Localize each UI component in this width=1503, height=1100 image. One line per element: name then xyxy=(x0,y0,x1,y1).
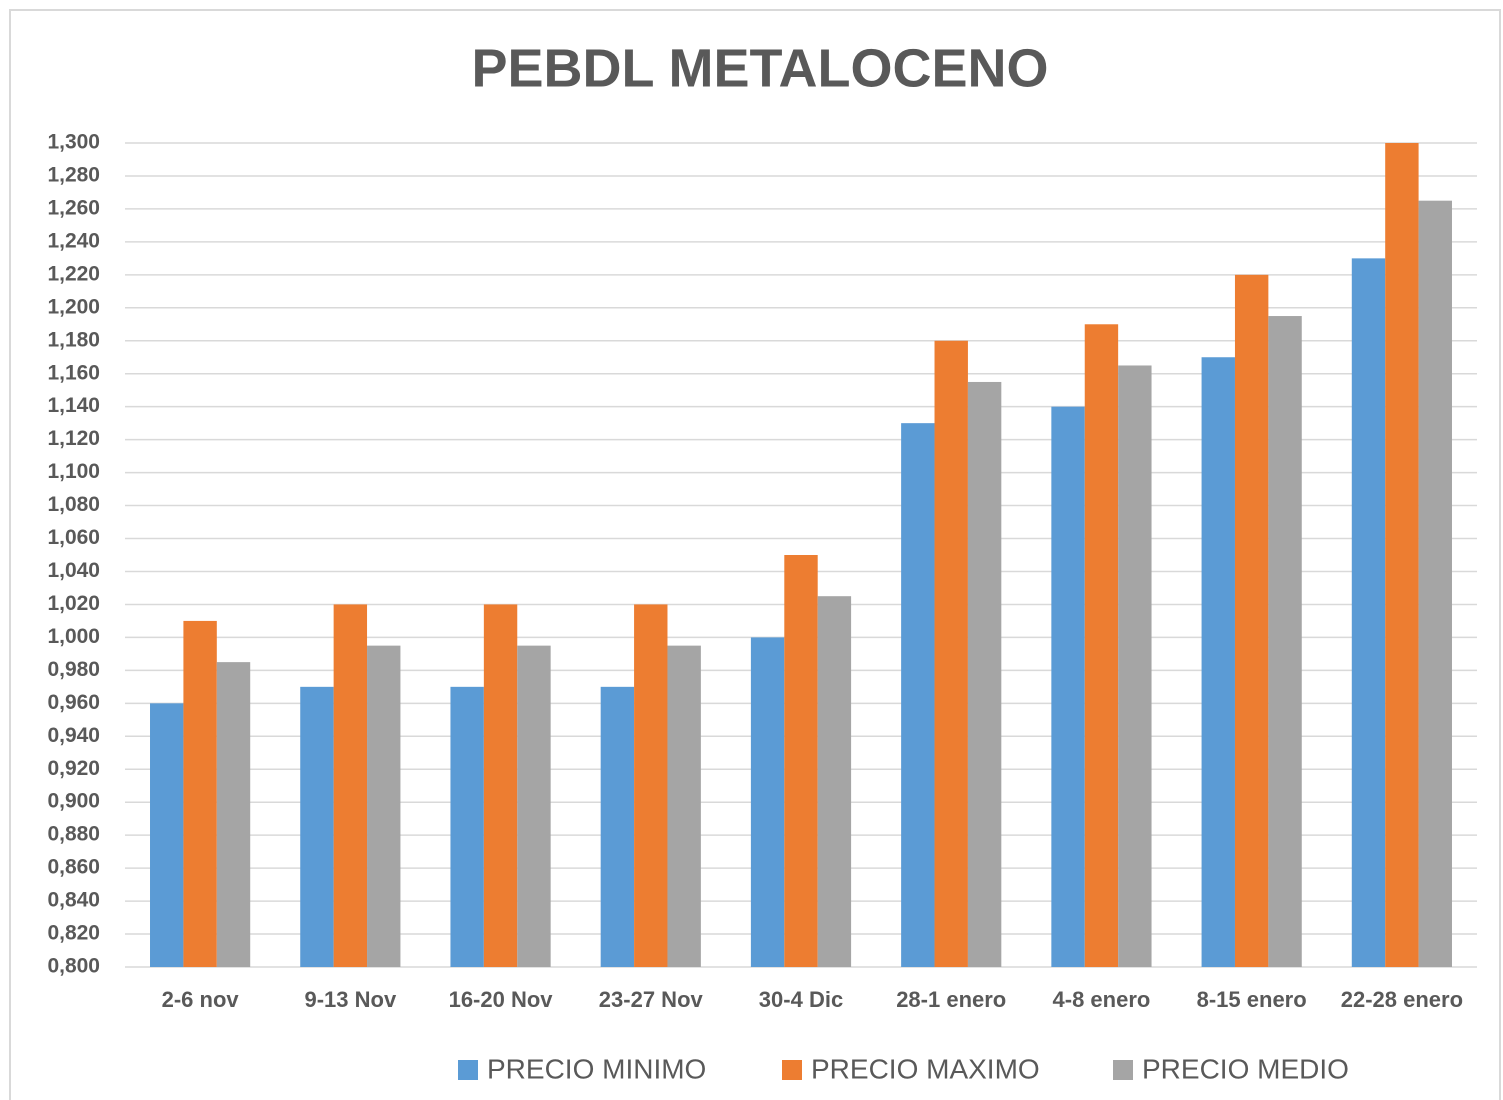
legend-swatch xyxy=(458,1060,478,1080)
bar xyxy=(300,686,334,967)
bar xyxy=(1268,316,1302,967)
bar xyxy=(634,604,668,967)
bar xyxy=(517,645,551,967)
y-tick-label: 1,260 xyxy=(47,196,100,219)
y-tick-label: 0,840 xyxy=(47,889,100,912)
x-tick-label: 22-28 enero xyxy=(1341,987,1463,1012)
legend-label: PRECIO MAXIMO xyxy=(811,1053,1040,1084)
y-tick-label: 1,040 xyxy=(47,559,100,582)
bar xyxy=(600,686,635,967)
y-tick-label: 0,860 xyxy=(47,856,100,879)
y-tick-label: 1,140 xyxy=(47,394,100,417)
bar xyxy=(967,381,1002,968)
y-tick-label: 1,080 xyxy=(47,493,100,516)
x-tick-label: 4-8 enero xyxy=(1053,987,1151,1012)
legend-swatch xyxy=(782,1060,802,1080)
x-tick-label: 8-15 enero xyxy=(1197,987,1307,1012)
bar xyxy=(750,637,785,967)
bar xyxy=(367,645,401,967)
y-tick-label: 0,820 xyxy=(47,922,100,945)
bar xyxy=(1385,143,1419,967)
bar xyxy=(150,703,184,967)
bar xyxy=(216,662,251,967)
x-tick-label: 9-13 Nov xyxy=(304,987,396,1012)
bar xyxy=(483,604,518,967)
bar xyxy=(667,645,701,967)
x-tick-label: 16-20 Nov xyxy=(449,987,554,1012)
bar xyxy=(1118,365,1152,968)
y-tick-label: 1,200 xyxy=(47,295,100,318)
bar xyxy=(1051,406,1085,967)
y-tick-label: 0,960 xyxy=(47,691,100,714)
y-tick-label: 1,160 xyxy=(47,361,100,384)
bar xyxy=(333,604,368,967)
y-tick-label: 1,240 xyxy=(47,229,100,252)
legend-swatch xyxy=(1113,1060,1133,1080)
bar xyxy=(1418,200,1452,967)
y-tick-label: 1,000 xyxy=(47,625,100,648)
bar xyxy=(784,555,818,967)
bar xyxy=(1234,274,1269,968)
x-tick-label: 23-27 Nov xyxy=(599,987,704,1012)
y-tick-label: 1,060 xyxy=(47,526,100,549)
bar xyxy=(901,423,935,967)
y-tick-label: 0,920 xyxy=(47,757,100,780)
x-tick-label: 30-4 Dic xyxy=(759,987,843,1012)
bar xyxy=(1084,324,1119,967)
bar xyxy=(1351,258,1386,967)
legend-label: PRECIO MEDIO xyxy=(1142,1053,1349,1084)
legend-label: PRECIO MINIMO xyxy=(487,1053,706,1084)
y-tick-label: 0,900 xyxy=(47,790,100,813)
x-tick-label: 28-1 enero xyxy=(896,987,1006,1012)
y-tick-label: 0,800 xyxy=(47,955,100,978)
bar xyxy=(450,686,484,967)
bar xyxy=(817,596,852,967)
y-tick-label: 1,300 xyxy=(47,131,100,154)
y-tick-label: 1,280 xyxy=(47,164,100,187)
y-tick-label: 0,880 xyxy=(47,823,100,846)
y-tick-label: 1,100 xyxy=(47,460,100,483)
bar xyxy=(934,340,968,967)
y-tick-label: 1,220 xyxy=(47,262,100,285)
bar xyxy=(183,620,217,967)
x-tick-label: 2-6 nov xyxy=(162,987,240,1012)
y-tick-label: 0,940 xyxy=(47,724,100,747)
bar xyxy=(1201,357,1235,967)
chart-title: PEBDL METALOCENO xyxy=(471,38,1048,98)
y-tick-label: 1,120 xyxy=(47,427,100,450)
y-tick-label: 1,180 xyxy=(47,328,100,351)
y-tick-label: 0,980 xyxy=(47,658,100,681)
y-tick-label: 1,020 xyxy=(47,592,100,615)
